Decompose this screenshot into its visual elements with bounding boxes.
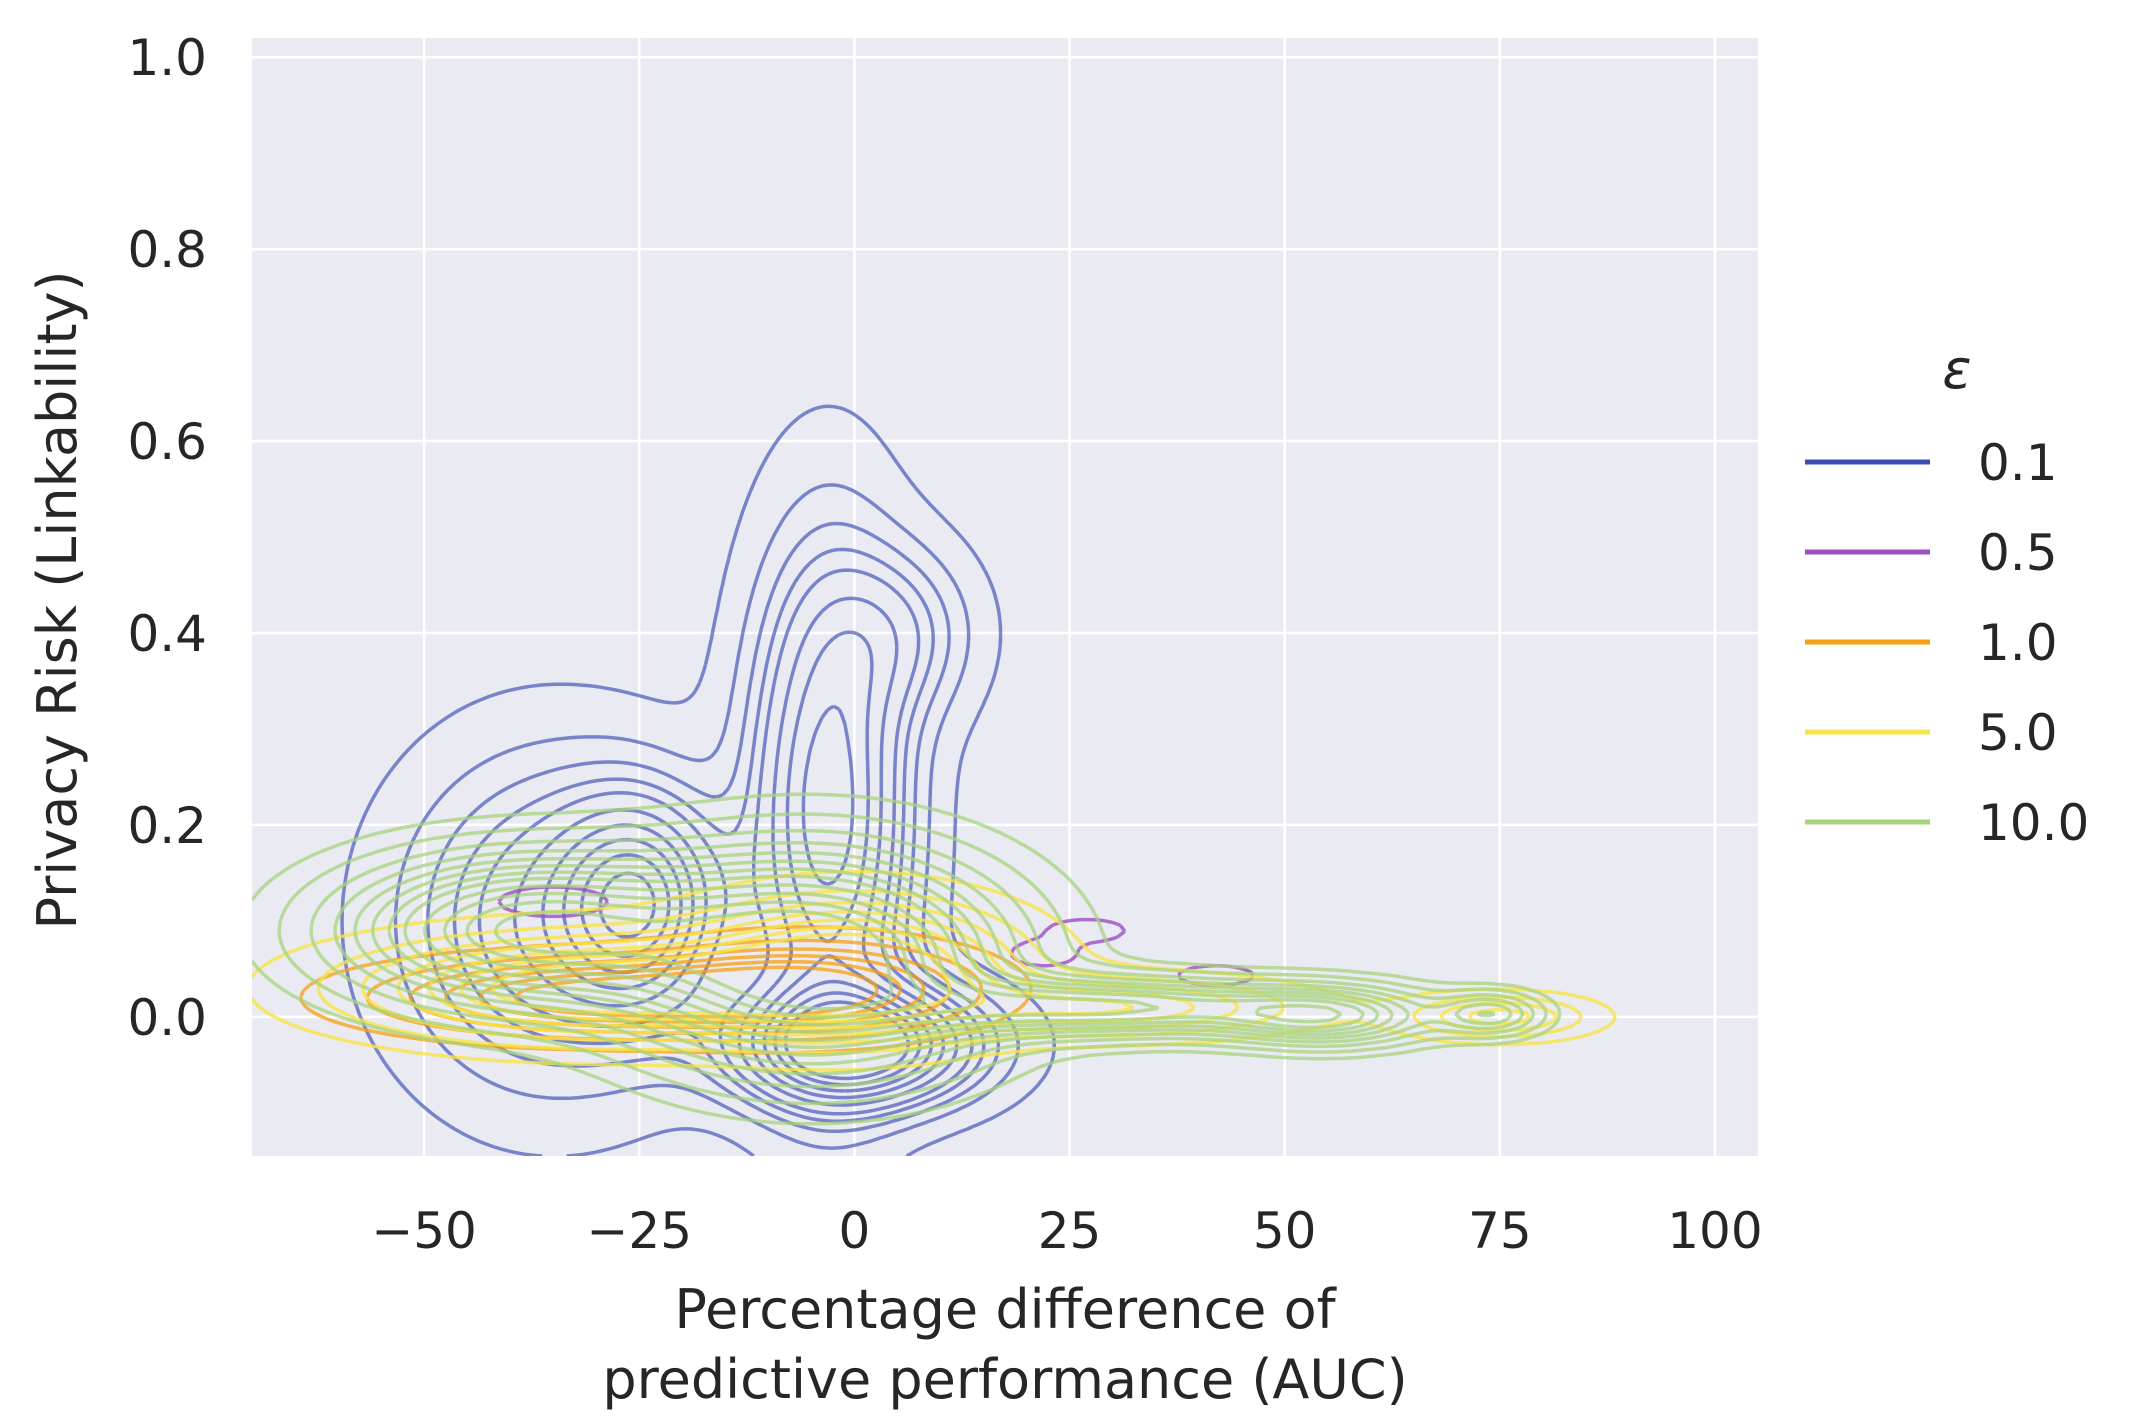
contour-level-line <box>277 812 1548 1106</box>
tick-labels: −50 −25 0 25 50 75 100 0.0 0.2 0.4 0.6 0.8 1.0 <box>127 29 1762 1260</box>
y-tick-label: 0.0 <box>127 989 207 1047</box>
contour-level-line <box>353 850 1513 1066</box>
y-tick-label: 0.6 <box>127 413 207 471</box>
contour-level-line <box>403 874 1366 1043</box>
y-tick-label: 0.8 <box>127 221 207 279</box>
legend-label-5.0: 5.0 <box>1978 704 2058 762</box>
x-tick-label: −50 <box>371 1202 477 1260</box>
legend-label-0.1: 0.1 <box>1978 434 2058 492</box>
y-tick-label: 0.4 <box>127 605 207 663</box>
x-axis-label-line-2: predictive performance (AUC) <box>602 1348 1407 1411</box>
x-axis-label-line-1: Percentage difference of <box>674 1278 1337 1341</box>
x-tick-label: 0 <box>838 1202 870 1260</box>
contour-series <box>252 404 1617 1156</box>
x-tick-label: −25 <box>586 1202 692 1260</box>
x-tick-label: 75 <box>1468 1202 1532 1260</box>
y-axis-label: Privacy Risk (Linkability) <box>26 270 89 929</box>
x-tick-label: 50 <box>1253 1202 1317 1260</box>
legend-label-1.0: 1.0 <box>1978 614 2058 672</box>
y-tick-label: 0.2 <box>127 797 207 855</box>
contour-level-line <box>309 828 1536 1089</box>
contour-level-line <box>387 867 1380 1050</box>
contour-level-line <box>465 899 926 1019</box>
contour-level-line <box>370 859 1496 1057</box>
contour-level-line <box>493 909 894 1011</box>
contour-level-line <box>422 883 1343 1035</box>
x-tick-label: 25 <box>1038 1202 1102 1260</box>
contour-level-line <box>333 840 1525 1076</box>
contour-level-line <box>393 483 1020 1150</box>
legend-label-0.5: 0.5 <box>1978 524 2058 582</box>
contour-level-line <box>252 792 1562 1126</box>
legend: ε 0.1 0.5 1.0 5.0 10.0 <box>1805 338 2089 852</box>
x-tick-label: 100 <box>1667 1202 1762 1260</box>
contour-series-10.0 <box>252 792 1562 1126</box>
legend-title: ε <box>1942 338 1971 401</box>
y-tick-label: 1.0 <box>127 29 207 87</box>
legend-label-10.0: 10.0 <box>1978 794 2089 852</box>
contour-level-line <box>442 891 977 1027</box>
